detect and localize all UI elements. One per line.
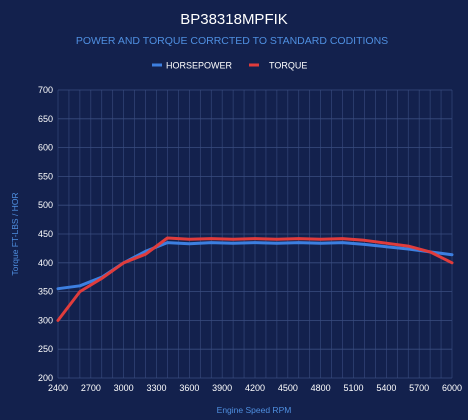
x-tick-label: 3300: [146, 383, 166, 393]
y-axis-label: Torque FT-LBS / HOR: [10, 192, 20, 275]
legend-label-horsepower: HORSEPOWER: [166, 61, 233, 71]
y-tick-label: 650: [38, 114, 53, 124]
axes: 200 250 300 350 400 450 500 550 600 650 700 2400 270…: [38, 85, 462, 393]
x-tick-label: 3600: [179, 383, 199, 393]
x-tick-label: 2700: [81, 383, 101, 393]
x-tick-label: 4800: [311, 383, 331, 393]
x-tick-label: 4500: [278, 383, 298, 393]
y-tick-label: 600: [38, 143, 53, 153]
legend-swatch-torque: [249, 63, 259, 67]
y-tick-label: 250: [38, 344, 53, 354]
y-tick-label: 450: [38, 229, 53, 239]
legend-label-torque: TORQUE: [269, 61, 307, 71]
grid: [57, 89, 453, 379]
x-tick-label: 3900: [212, 383, 232, 393]
x-tick-label: 6000: [442, 383, 462, 393]
y-tick-label: 200: [38, 373, 53, 383]
x-tick-label: 5100: [343, 383, 363, 393]
series-line-torque: [56, 236, 454, 322]
x-tick-label: 3000: [114, 383, 134, 393]
y-tick-label: 400: [38, 258, 53, 268]
x-axis-label: Engine Speed RPM: [217, 405, 292, 415]
chart-subtitle: POWER AND TORQUE CORRCTED TO STANDARD CO…: [76, 35, 388, 47]
legend-swatch-horsepower: [152, 63, 162, 67]
y-tick-label: 500: [38, 200, 53, 210]
x-tick-label: 5700: [409, 383, 429, 393]
y-tick-label: 700: [38, 85, 53, 95]
series-lines: [56, 236, 454, 322]
y-tick-label: 550: [38, 171, 53, 181]
chart-legend: HORSEPOWER TORQUE: [152, 61, 307, 71]
x-tick-label: 2400: [48, 383, 68, 393]
chart-title: BP38318MPFIK: [180, 11, 288, 28]
y-tick-label: 350: [38, 287, 53, 297]
x-tick-label: 5400: [376, 383, 396, 393]
y-tick-label: 300: [38, 315, 53, 325]
x-tick-label: 4200: [245, 383, 265, 393]
